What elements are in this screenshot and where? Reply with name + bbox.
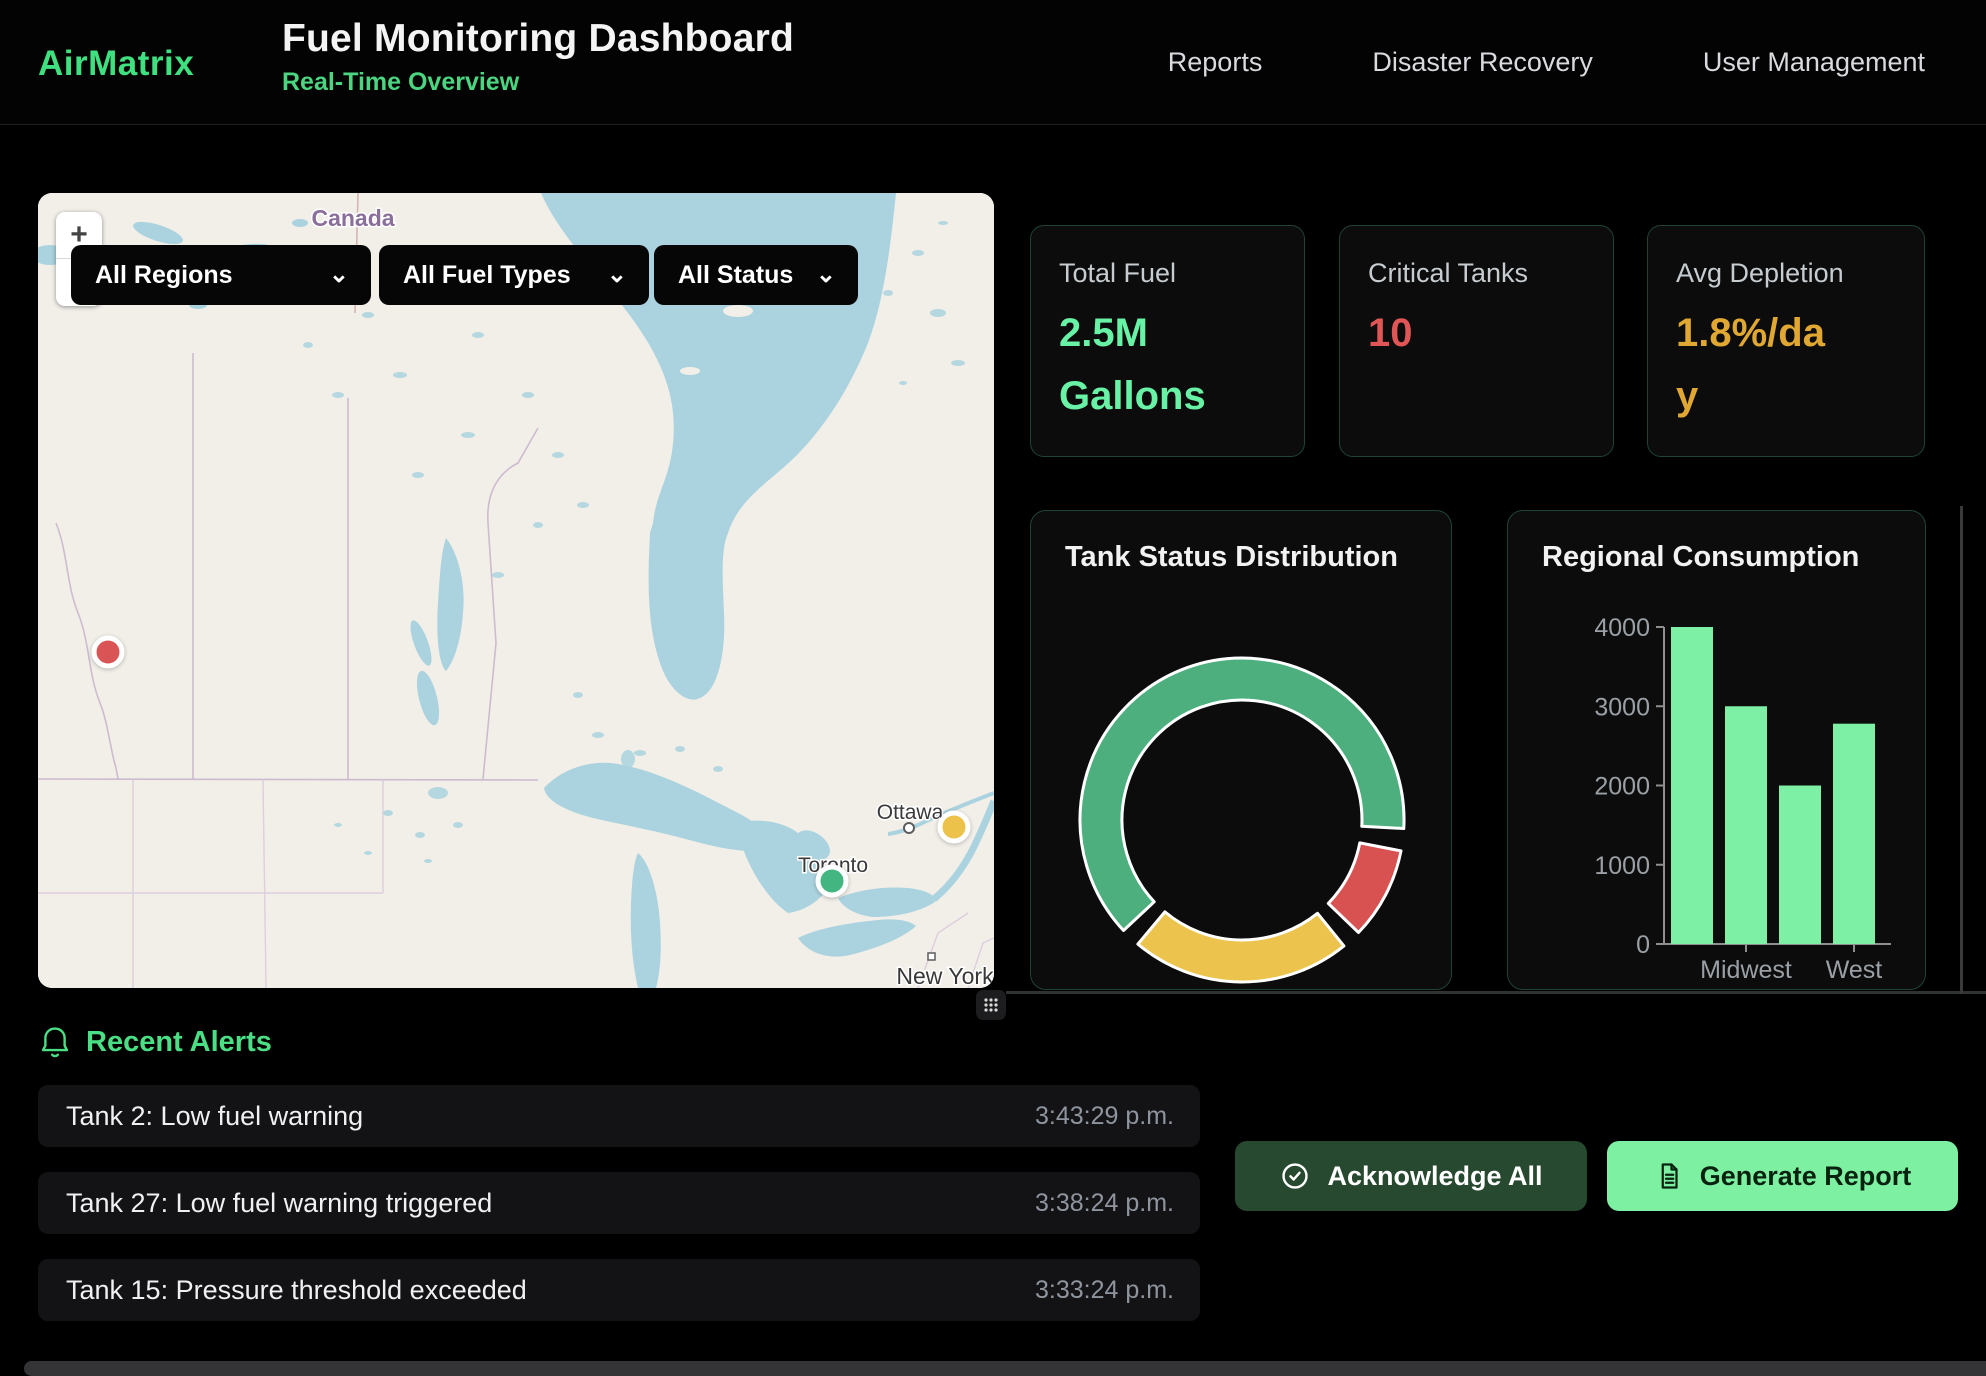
alert-row[interactable]: Tank 27: Low fuel warning triggered 3:38… [38, 1172, 1200, 1234]
recent-alerts-title: Recent Alerts [86, 1026, 272, 1059]
page-title: Fuel Monitoring Dashboard [282, 17, 794, 61]
bar-2 [1779, 786, 1821, 945]
bar-y-tick-label: 1000 [1594, 852, 1650, 880]
page-subtitle: Real-Time Overview [282, 68, 794, 97]
charts-row-right-rule [1960, 506, 1963, 994]
recent-alerts-heading: Recent Alerts [38, 1024, 272, 1060]
chevron-down-icon: ⌄ [329, 270, 349, 280]
horizontal-scrollbar[interactable] [24, 1361, 1986, 1376]
stat-value-critical-tanks: 10 [1368, 302, 1573, 365]
stat-label: Total Fuel [1059, 258, 1176, 289]
region-filter-select[interactable]: All Regions ⌄ [71, 245, 371, 305]
alert-row[interactable]: Tank 15: Pressure threshold exceeded 3:3… [38, 1259, 1200, 1321]
map-marker-yellow[interactable] [938, 811, 971, 844]
app-logo: AirMatrix [38, 44, 194, 84]
report-file-icon [1654, 1160, 1684, 1192]
alert-timestamp: 3:33:24 p.m. [1035, 1276, 1174, 1305]
chevron-down-icon: ⌄ [607, 270, 627, 280]
status-filter-value: All Status [678, 261, 793, 290]
acknowledge-all-button[interactable]: Acknowledge All [1235, 1141, 1587, 1211]
newyork-city-symbol [928, 953, 935, 960]
map-label-ottawa: Ottawa [877, 801, 944, 824]
tank-status-distribution-card: Tank Status Distribution [1030, 510, 1452, 990]
stat-value-avg-depletion: 1.8%/day [1676, 302, 1826, 428]
title-block: Fuel Monitoring Dashboard Real-Time Over… [282, 17, 794, 97]
bar-y-tick-label: 0 [1636, 931, 1650, 959]
status-filter-select[interactable]: All Status ⌄ [654, 245, 858, 305]
main-nav: Reports Disaster Recovery User Managemen… [1168, 0, 1925, 125]
tank-status-donut-chart [1031, 511, 1453, 991]
fuel-monitoring-dashboard: AirMatrix Fuel Monitoring Dashboard Real… [0, 0, 1986, 1376]
bar-x-label: Midwest [1700, 956, 1792, 984]
nav-item-reports[interactable]: Reports [1168, 47, 1263, 78]
nav-item-disaster-recovery[interactable]: Disaster Recovery [1372, 47, 1593, 78]
alert-message: Tank 15: Pressure threshold exceeded [66, 1275, 527, 1306]
drag-handle-icon[interactable] [976, 990, 1006, 1020]
fuel-type-filter-select[interactable]: All Fuel Types ⌄ [379, 245, 649, 305]
check-circle-icon [1279, 1160, 1311, 1192]
region-filter-value: All Regions [95, 261, 233, 290]
alert-row[interactable]: Tank 2: Low fuel warning 3:43:29 p.m. [38, 1085, 1200, 1147]
fuel-type-filter-value: All Fuel Types [403, 261, 571, 290]
regional-consumption-card: Regional Consumption 01000200030004000Mi… [1507, 510, 1926, 990]
nav-item-user-management[interactable]: User Management [1703, 47, 1925, 78]
donut-segment-yellow [1138, 912, 1344, 982]
stat-card-critical-tanks: Critical Tanks 10 [1339, 225, 1614, 457]
drag-dots [983, 997, 999, 1013]
stat-card-total-fuel: Total Fuel 2.5M Gallons [1030, 225, 1305, 457]
bar-y-tick-label: 3000 [1594, 693, 1650, 721]
alert-message: Tank 27: Low fuel warning triggered [66, 1188, 492, 1219]
bar-y-tick-label: 2000 [1594, 773, 1650, 801]
map-geography: Canada Ottawa Toronto New York [38, 193, 994, 988]
stat-label: Critical Tanks [1368, 258, 1528, 289]
bell-icon [38, 1024, 72, 1060]
tank-map[interactable]: Canada Ottawa Toronto New York + − All R… [38, 193, 994, 988]
charts-row-bottom-rule [1006, 991, 1986, 994]
bar-1 [1725, 706, 1767, 944]
bar-0 [1671, 627, 1713, 944]
alert-timestamp: 3:43:29 p.m. [1035, 1102, 1174, 1131]
bar-x-label: West [1826, 956, 1883, 984]
map-label-newyork: New York [896, 963, 994, 988]
bar-y-tick-label: 4000 [1594, 614, 1650, 642]
header: AirMatrix Fuel Monitoring Dashboard Real… [0, 0, 1986, 125]
acknowledge-all-label: Acknowledge All [1327, 1161, 1542, 1192]
stat-label: Avg Depletion [1676, 258, 1844, 289]
stat-value-total-fuel: 2.5M Gallons [1059, 302, 1264, 428]
generate-report-button[interactable]: Generate Report [1607, 1141, 1958, 1211]
alert-timestamp: 3:38:24 p.m. [1035, 1189, 1174, 1218]
chevron-down-icon: ⌄ [816, 270, 836, 280]
map-marker-red[interactable] [92, 636, 125, 669]
alert-message: Tank 2: Low fuel warning [66, 1101, 363, 1132]
map-marker-green[interactable] [816, 865, 849, 898]
regional-consumption-bar-chart: 0 1000 2000 3000 4000 Midwest West [1508, 511, 1927, 991]
donut-segment-red [1328, 843, 1401, 933]
map-label-canada: Canada [311, 205, 394, 231]
bar-3 [1833, 724, 1875, 944]
generate-report-label: Generate Report [1700, 1161, 1912, 1192]
ottawa-town-symbol [904, 823, 914, 833]
stat-card-avg-depletion: Avg Depletion 1.8%/day [1647, 225, 1925, 457]
